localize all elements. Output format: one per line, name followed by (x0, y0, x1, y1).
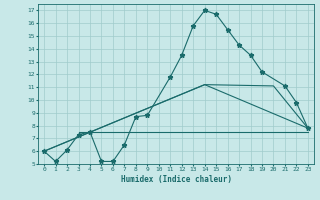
X-axis label: Humidex (Indice chaleur): Humidex (Indice chaleur) (121, 175, 231, 184)
